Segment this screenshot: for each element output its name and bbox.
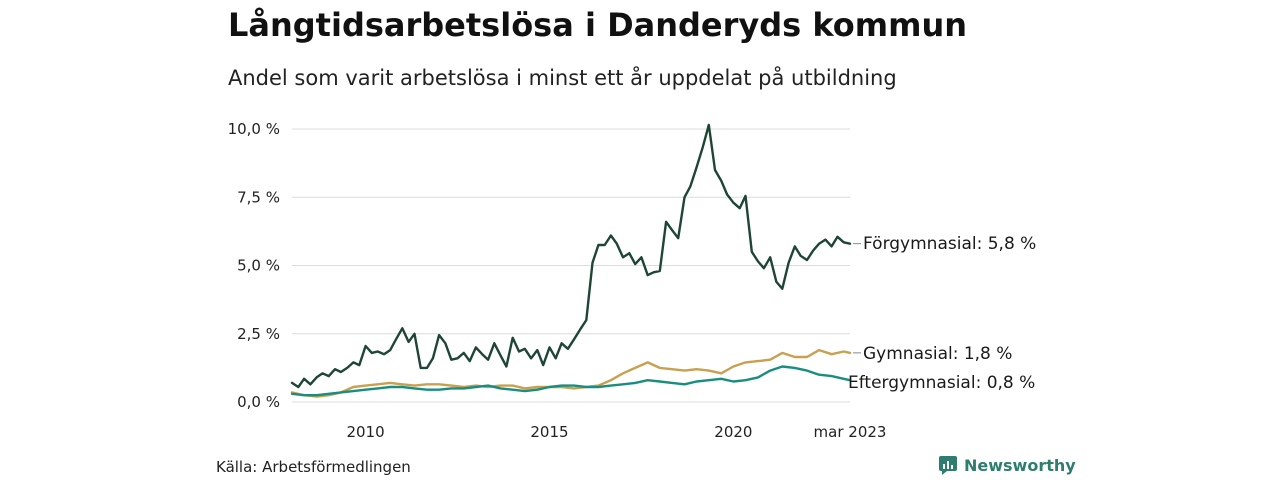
chart-subtitle: Andel som varit arbetslösa i minst ett å… (228, 66, 897, 90)
x-tick-label: 2020 (714, 423, 752, 441)
gridlines (292, 128, 850, 403)
series-line-gymnasial (290, 348, 852, 398)
series-line-förgymnasial (290, 123, 852, 389)
end-label-eftergymnasial: Eftergymnasial: 0,8 % (848, 373, 1035, 393)
end-label-gymnasial: Gymnasial: 1,8 % (863, 344, 1012, 364)
x-tick-label: 2015 (530, 423, 568, 441)
newsworthy-logo-icon (939, 456, 957, 475)
source-note: Källa: Arbetsförmedlingen (216, 458, 411, 476)
x-tick-label: mar 2023 (814, 423, 887, 441)
y-tick-label: 2,5 % (237, 325, 280, 343)
brand-logo[interactable]: Newsworthy (938, 455, 1076, 475)
y-tick-label: 0,0 % (237, 393, 280, 411)
series-end-labels: Förgymnasial: 5,8 % Gymnasial: 1,8 % Efter… (848, 234, 1036, 393)
x-axis-ticks: 2010 2015 2020 mar 2023 (346, 423, 886, 441)
series-lines (290, 123, 852, 398)
y-tick-label: 10,0 % (228, 120, 280, 138)
brand-name: Newsworthy (964, 455, 1076, 475)
line-chart: 0,0 % 2,5 % 5,0 % 7,5 % 10,0 % 2010 2015 2020 m… (228, 120, 1037, 441)
y-axis-ticks: 0,0 % 2,5 % 5,0 % 7,5 % 10,0 % (228, 120, 280, 411)
y-tick-label: 7,5 % (237, 188, 280, 206)
chart-title: Långtidsarbetslösa i Danderyds kommun (228, 6, 967, 44)
end-label-förgymnasial: Förgymnasial: 5,8 % (863, 234, 1036, 254)
y-tick-label: 5,0 % (237, 257, 280, 275)
series-line-eftergymnasial (290, 365, 852, 397)
x-tick-label: 2010 (346, 423, 384, 441)
